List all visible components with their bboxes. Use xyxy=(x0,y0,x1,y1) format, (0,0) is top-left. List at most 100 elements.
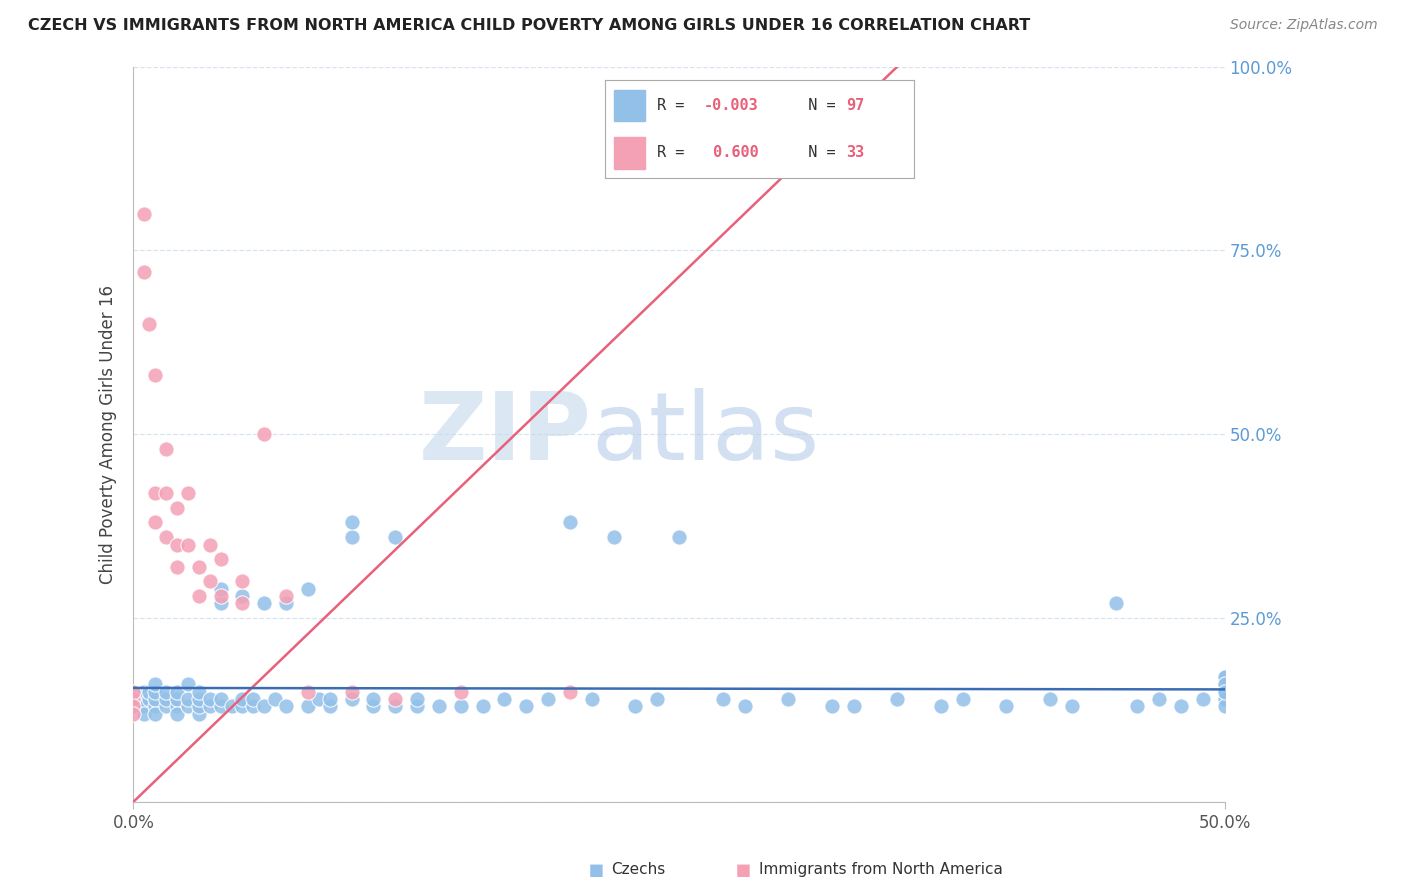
Point xyxy=(166,699,188,714)
Point xyxy=(187,706,209,721)
Point xyxy=(450,699,472,714)
Point xyxy=(122,684,145,698)
Point xyxy=(297,699,319,714)
Point xyxy=(187,692,209,706)
Text: -0.003: -0.003 xyxy=(703,98,758,113)
Point xyxy=(209,582,232,596)
Point xyxy=(209,596,232,610)
Point xyxy=(231,699,253,714)
Text: Immigrants from North America: Immigrants from North America xyxy=(759,863,1002,877)
Text: ▪: ▪ xyxy=(588,858,605,881)
Y-axis label: Child Poverty Among Girls Under 16: Child Poverty Among Girls Under 16 xyxy=(100,285,117,583)
Point xyxy=(253,427,276,442)
Point xyxy=(1170,699,1192,714)
Point xyxy=(406,699,429,714)
Point xyxy=(138,317,160,331)
Point xyxy=(537,692,560,706)
Point xyxy=(471,699,494,714)
Point xyxy=(134,699,156,714)
Point xyxy=(645,692,668,706)
Point xyxy=(166,692,188,706)
Point xyxy=(734,699,756,714)
Point xyxy=(143,677,166,691)
Point xyxy=(308,692,330,706)
Point xyxy=(340,516,363,530)
Point xyxy=(134,706,156,721)
Bar xyxy=(614,90,645,121)
Point xyxy=(122,684,145,698)
Point xyxy=(363,699,385,714)
Text: 0.600: 0.600 xyxy=(703,145,758,161)
Point xyxy=(143,516,166,530)
Text: Source: ZipAtlas.com: Source: ZipAtlas.com xyxy=(1230,18,1378,32)
Point xyxy=(221,699,243,714)
Text: R =: R = xyxy=(657,98,693,113)
Point xyxy=(143,692,166,706)
Point xyxy=(711,692,734,706)
Point xyxy=(155,442,177,456)
Point xyxy=(134,207,156,221)
Point xyxy=(209,692,232,706)
Point xyxy=(1213,692,1236,706)
Point xyxy=(155,692,177,706)
Point xyxy=(122,699,145,714)
Point xyxy=(842,699,865,714)
Point xyxy=(297,582,319,596)
Point xyxy=(231,574,253,589)
Point xyxy=(231,589,253,603)
Point xyxy=(1213,677,1236,691)
Point xyxy=(1213,692,1236,706)
Bar xyxy=(614,137,645,169)
Text: R =: R = xyxy=(657,145,693,161)
Point xyxy=(177,677,200,691)
Point xyxy=(122,706,145,721)
Text: 97: 97 xyxy=(846,98,865,113)
Point xyxy=(155,699,177,714)
Point xyxy=(297,684,319,698)
Point xyxy=(276,699,298,714)
Point xyxy=(276,589,298,603)
Point xyxy=(253,596,276,610)
Point xyxy=(155,530,177,544)
Point xyxy=(209,552,232,566)
Point xyxy=(166,500,188,515)
Point xyxy=(166,559,188,574)
Point xyxy=(340,692,363,706)
Point xyxy=(187,559,209,574)
Point xyxy=(427,699,450,714)
Point xyxy=(340,530,363,544)
Point xyxy=(406,692,429,706)
Point xyxy=(821,699,844,714)
Point xyxy=(1213,684,1236,698)
Point xyxy=(122,699,145,714)
Point xyxy=(122,692,145,706)
Point xyxy=(494,692,516,706)
Point xyxy=(319,699,342,714)
Point xyxy=(242,692,264,706)
Point xyxy=(363,692,385,706)
Text: 33: 33 xyxy=(846,145,865,161)
Text: atlas: atlas xyxy=(592,388,820,480)
Point xyxy=(778,692,800,706)
Point xyxy=(134,692,156,706)
Point xyxy=(177,692,200,706)
Point xyxy=(1039,692,1062,706)
Point xyxy=(624,699,647,714)
Point xyxy=(134,265,156,279)
Point xyxy=(187,699,209,714)
Point xyxy=(1126,699,1149,714)
Point xyxy=(209,589,232,603)
Point xyxy=(558,516,581,530)
Point xyxy=(155,684,177,698)
Point xyxy=(209,699,232,714)
Point xyxy=(1213,684,1236,698)
Point xyxy=(1213,670,1236,684)
Point xyxy=(198,692,221,706)
Point xyxy=(187,589,209,603)
Point xyxy=(253,699,276,714)
Point xyxy=(515,699,537,714)
Text: ▪: ▪ xyxy=(735,858,752,881)
Point xyxy=(143,706,166,721)
Point xyxy=(143,368,166,383)
Text: N =: N = xyxy=(790,145,845,161)
